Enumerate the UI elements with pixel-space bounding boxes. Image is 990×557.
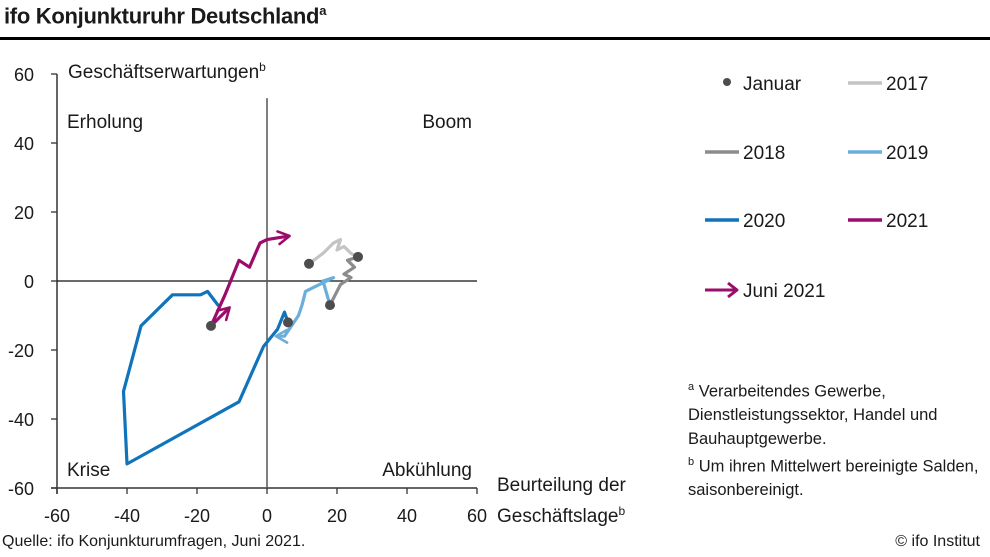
y-tick-label: 20 bbox=[14, 203, 34, 223]
x-tick-label: -20 bbox=[184, 506, 210, 526]
x-tick-label: 20 bbox=[327, 506, 347, 526]
january-point-2021 bbox=[206, 320, 216, 331]
y-axis-title: Geschäftserwartungenb bbox=[68, 60, 266, 83]
series-line-2020 bbox=[121, 289, 290, 466]
january-points-group bbox=[206, 251, 363, 331]
legend-group: Januar 2017 2018 2019 2020 2021 Juni 2021 bbox=[705, 74, 928, 302]
x-axis-title-sup: b bbox=[618, 504, 625, 518]
y-axis-title-text: Geschäftserwartungen bbox=[68, 62, 259, 83]
x-tick-label: -60 bbox=[44, 506, 70, 526]
x-axis-title-text: Geschäftslage bbox=[497, 506, 618, 527]
legend-label: 2017 bbox=[886, 74, 928, 95]
series-line-2021 bbox=[209, 230, 291, 328]
legend-label: 2020 bbox=[743, 211, 785, 232]
y-tick-label: 60 bbox=[14, 65, 34, 85]
footnote-b-text: Um ihren Mittelwert bereinigte Salden, s… bbox=[688, 457, 979, 500]
footnote-a: a Verarbeitendes Gewerbe, Dienstleistung… bbox=[688, 376, 988, 451]
series-group bbox=[121, 230, 360, 466]
axes-group: 60 40 20 0 -20 -40 -60 -60 -40 -20 0 20 40 60 bbox=[8, 65, 487, 526]
footnotes: a Verarbeitendes Gewerbe, Dienstleistung… bbox=[688, 376, 988, 503]
y-axis-title-sup: b bbox=[259, 60, 266, 74]
january-point-2020 bbox=[283, 317, 293, 328]
footnote-a-mark: a bbox=[688, 381, 695, 393]
legend-item-2020: 2020 bbox=[705, 211, 785, 232]
january-point-2019 bbox=[325, 300, 335, 311]
legend-item-2017: 2017 bbox=[848, 74, 928, 95]
legend-arrowhead-icon bbox=[727, 281, 739, 299]
x-tick-label: -40 bbox=[114, 506, 140, 526]
y-tick-label: 0 bbox=[24, 272, 34, 292]
legend-item-juni-2021: Juni 2021 bbox=[705, 281, 825, 302]
x-tick-label: 40 bbox=[397, 506, 417, 526]
copyright-note: © ifo Institut bbox=[895, 533, 980, 550]
title-rule bbox=[0, 37, 990, 40]
y-tick-label: -20 bbox=[8, 341, 34, 361]
quadrant-label-krise: Krise bbox=[67, 460, 110, 481]
x-tick-label: 60 bbox=[467, 506, 487, 526]
january-point-2017 bbox=[304, 258, 314, 269]
x-axis-title-line1: Beurteilung der bbox=[497, 475, 627, 496]
quadrant-label-erholung: Erholung bbox=[67, 112, 143, 133]
legend-item-2021: 2021 bbox=[848, 211, 928, 232]
legend-label: 2021 bbox=[886, 211, 928, 232]
january-point-2018 bbox=[353, 251, 363, 262]
series-line-2017 bbox=[307, 238, 360, 266]
quadrant-label-abkuehlung: Abkühlung bbox=[382, 460, 472, 481]
x-axis-title-line2: Geschäftslageb bbox=[497, 504, 625, 527]
legend-label: 2019 bbox=[886, 143, 928, 164]
chart-title-text: ifo Konjunkturuhr Deutschland bbox=[4, 3, 320, 29]
legend-item-2018: 2018 bbox=[705, 143, 785, 164]
quadrant-label-boom: Boom bbox=[422, 112, 472, 133]
chart-title: ifo Konjunkturuhr Deutschlanda bbox=[4, 3, 326, 29]
title-footnote-mark: a bbox=[319, 3, 327, 18]
legend-item-januar: Januar bbox=[723, 74, 802, 95]
footnote-a-text: Verarbeitendes Gewerbe, Dienstleistungss… bbox=[688, 382, 938, 448]
series-line-2019 bbox=[274, 276, 336, 344]
legend-dot-icon bbox=[723, 78, 731, 86]
footnote-b-mark: b bbox=[688, 456, 695, 468]
legend-label: Juni 2021 bbox=[743, 281, 825, 302]
y-tick-label: -40 bbox=[8, 410, 34, 430]
y-tick-label: -60 bbox=[8, 479, 34, 499]
footnote-b: b Um ihren Mittelwert bereinigte Salden,… bbox=[688, 451, 988, 503]
y-tick-label: 40 bbox=[14, 134, 34, 154]
x-tick-label: 0 bbox=[262, 506, 272, 526]
legend-item-2019: 2019 bbox=[848, 143, 928, 164]
legend-label: Januar bbox=[743, 74, 802, 95]
legend-label: 2018 bbox=[743, 143, 785, 164]
source-note: Quelle: ifo Konjunkturumfragen, Juni 202… bbox=[2, 533, 306, 550]
series-line-2018 bbox=[328, 255, 360, 307]
